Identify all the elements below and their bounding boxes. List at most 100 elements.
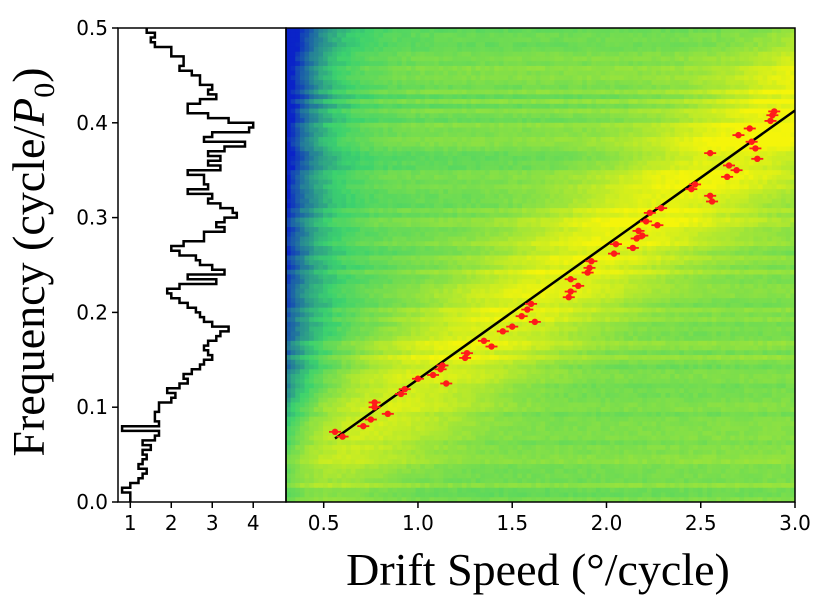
data-point <box>336 433 349 440</box>
data-point <box>381 410 394 418</box>
overlay <box>329 108 795 440</box>
point-marker <box>384 410 391 418</box>
x-tick-label: 2.5 <box>685 511 717 535</box>
data-point <box>626 244 639 252</box>
point-marker <box>429 371 437 379</box>
data-point <box>640 218 653 225</box>
point-marker <box>586 264 593 272</box>
point-marker <box>367 416 375 423</box>
data-point <box>562 294 575 301</box>
data-point <box>525 300 538 308</box>
data-point <box>411 375 424 382</box>
point-marker <box>706 192 714 199</box>
point-marker <box>524 306 531 313</box>
point-marker <box>654 221 661 229</box>
data-point <box>636 232 649 239</box>
point-marker <box>488 343 495 350</box>
data-point <box>751 155 764 163</box>
heatmap-frame <box>285 27 796 503</box>
data-point <box>732 131 745 139</box>
point-marker <box>443 380 450 387</box>
point-marker <box>754 155 761 163</box>
point-marker <box>518 312 525 320</box>
point-marker <box>480 337 488 345</box>
data-point <box>528 318 541 326</box>
data-point <box>460 349 473 357</box>
point-marker <box>612 240 620 248</box>
point-marker <box>610 250 618 257</box>
point-marker <box>735 131 742 139</box>
point-marker <box>371 404 378 411</box>
data-point <box>364 416 377 423</box>
y-tick-label: 0.5 <box>76 16 108 40</box>
x-axis-ticks: 0.5 1.0 1.5 2.0 2.5 3.0 <box>308 502 811 535</box>
point-marker <box>646 209 654 217</box>
data-point <box>496 328 509 335</box>
data-point <box>583 264 596 272</box>
point-marker <box>439 362 446 369</box>
data-point <box>609 240 622 248</box>
x-tick-label: 1.0 <box>402 511 434 535</box>
data-point <box>585 258 598 265</box>
data-point <box>440 380 453 387</box>
heatmap <box>286 28 795 502</box>
point-marker <box>414 375 422 382</box>
data-point <box>630 235 643 242</box>
point-marker <box>360 422 367 430</box>
x-axis-label: Drift Speed (°/cycle) <box>346 544 730 595</box>
data-point <box>743 125 756 132</box>
frequency-histogram <box>120 28 255 502</box>
histogram-x-tick-label: 3 <box>206 511 219 535</box>
point-marker <box>331 428 339 436</box>
histogram-x-tick-label: 4 <box>247 511 260 535</box>
point-marker <box>767 117 774 125</box>
histogram-x-tick-label: 1 <box>124 511 137 535</box>
y-tick-label: 0.0 <box>76 490 108 514</box>
data-point <box>608 250 621 257</box>
data-point <box>749 145 762 152</box>
data-point <box>521 306 534 313</box>
y-axis-ticks: 0.0 0.1 0.2 0.3 0.4 0.5 <box>76 16 118 514</box>
y-tick-label: 0.4 <box>76 111 108 135</box>
data-point <box>721 173 734 181</box>
point-marker <box>499 328 506 335</box>
y-tick-label: 0.2 <box>76 300 108 324</box>
data-point <box>643 209 656 217</box>
point-marker <box>639 232 646 239</box>
data-point <box>564 288 577 295</box>
point-marker <box>463 349 471 357</box>
data-point <box>394 390 407 398</box>
point-marker <box>642 218 650 225</box>
data-point <box>704 149 717 157</box>
data-point <box>768 108 781 115</box>
point-marker <box>588 258 595 265</box>
point-marker <box>371 399 378 406</box>
point-marker <box>629 244 637 252</box>
data-point <box>368 399 381 406</box>
data-point <box>655 204 668 212</box>
data-point <box>477 337 490 345</box>
data-point <box>704 192 717 199</box>
data-point <box>368 404 381 411</box>
point-marker <box>565 294 572 301</box>
point-marker <box>339 433 346 440</box>
point-marker <box>746 125 753 132</box>
point-marker <box>567 276 574 283</box>
point-marker <box>723 173 731 181</box>
data-point <box>357 422 370 430</box>
data-point <box>689 181 702 188</box>
point-marker <box>575 282 582 290</box>
point-marker <box>509 323 516 330</box>
point-marker <box>657 204 665 212</box>
data-point <box>515 312 528 320</box>
x-tick-label: 2.0 <box>591 511 623 535</box>
data-point <box>685 185 698 193</box>
fit-line <box>334 109 795 440</box>
point-marker <box>708 198 716 205</box>
point-marker <box>748 138 755 145</box>
data-point <box>706 198 719 205</box>
data-point <box>632 227 645 235</box>
data-point <box>723 162 736 169</box>
data-point <box>764 117 777 125</box>
